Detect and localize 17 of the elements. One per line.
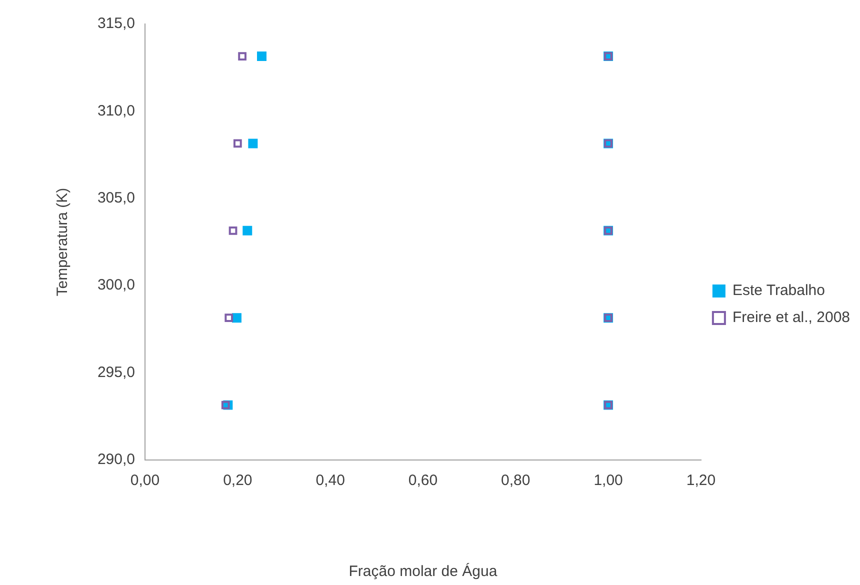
y-tick-label: 315,0 [97, 15, 135, 32]
x-tick-label: 1,20 [686, 472, 716, 490]
y-tick-label: 295,0 [97, 364, 135, 381]
y-tick-label: 305,0 [97, 190, 135, 207]
y-axis-title: Temperatura (K) [54, 188, 72, 296]
x-tick-label: 0,00 [130, 472, 160, 490]
x-tick-label: 0,80 [501, 472, 530, 490]
x-tick-label: 1,00 [594, 472, 623, 490]
x-axis-title: Fração molar de Água [348, 562, 498, 580]
x-tick-label: 0,20 [223, 472, 252, 490]
y-tick-label: 310,0 [97, 102, 135, 120]
y-tick-label: 300,0 [97, 276, 135, 294]
x-tick-label: 0,60 [408, 472, 438, 490]
y-tick-label: 290,0 [97, 451, 135, 468]
x-tick-label: 0,40 [316, 472, 345, 490]
legend-label: Este Trabalho [732, 282, 825, 300]
legend-label: Freire et al., 2008 [732, 309, 850, 326]
